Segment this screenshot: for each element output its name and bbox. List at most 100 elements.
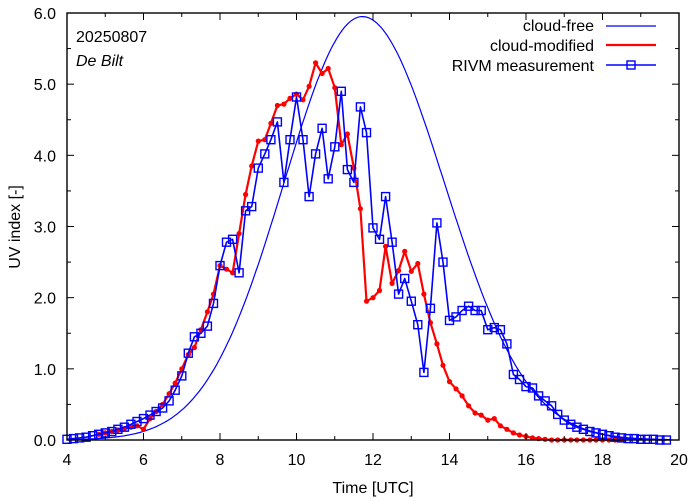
point-cloud-modified	[204, 309, 210, 315]
legend-marker-square	[626, 60, 636, 70]
point-rivm-measurement	[476, 305, 486, 316]
point-cloud-modified	[223, 266, 230, 272]
point-rivm-measurement	[74, 433, 85, 443]
point-rivm-measurement	[221, 237, 232, 247]
x-tick-label: 16	[517, 452, 535, 469]
date-annotation: 20250807	[76, 29, 147, 46]
y-tick-label: 4.0	[34, 148, 56, 165]
point-cloud-modified	[306, 83, 312, 89]
x-tick-label: 4	[63, 452, 72, 469]
point-rivm-measurement	[170, 385, 180, 395]
point-rivm-measurement	[323, 174, 333, 184]
point-cloud-modified	[140, 426, 147, 432]
point-rivm-measurement	[380, 191, 391, 202]
point-rivm-measurement	[553, 409, 563, 420]
point-cloud-modified	[370, 295, 376, 301]
y-tick-label: 1.0	[34, 362, 56, 379]
point-rivm-measurement	[234, 268, 244, 278]
point-cloud-modified	[191, 344, 197, 351]
point-cloud-modified	[440, 362, 446, 368]
point-rivm-measurement	[572, 422, 582, 432]
point-rivm-measurement	[291, 92, 302, 102]
y-tick-label: 3.0	[34, 220, 56, 237]
point-cloud-modified	[293, 91, 300, 97]
point-cloud-modified	[510, 430, 516, 436]
point-rivm-measurement	[451, 312, 461, 322]
point-rivm-measurement	[285, 134, 295, 145]
point-rivm-measurement	[636, 434, 646, 444]
legend: cloud-free cloud-modified RIVM measureme…	[452, 18, 656, 75]
point-cloud-modified	[542, 436, 548, 442]
point-cloud-modified	[415, 260, 421, 267]
point-rivm-measurement	[610, 432, 620, 442]
point-rivm-measurement	[374, 234, 385, 245]
y-axis-title: UV index [-]	[7, 185, 24, 269]
point-rivm-measurement	[616, 433, 627, 443]
point-rivm-measurement	[279, 177, 289, 188]
point-rivm-measurement	[304, 191, 314, 202]
point-rivm-measurement	[642, 434, 652, 444]
point-rivm-measurement	[260, 149, 270, 159]
x-tick-label: 14	[441, 452, 459, 469]
point-rivm-measurement	[540, 396, 550, 406]
point-rivm-measurement	[578, 424, 589, 434]
point-rivm-measurement	[514, 374, 525, 385]
point-cloud-modified	[529, 435, 536, 441]
point-rivm-measurement	[648, 434, 659, 444]
series-line-cloud-free	[67, 16, 672, 441]
point-rivm-measurement	[629, 433, 639, 444]
point-cloud-modified	[402, 248, 408, 254]
point-rivm-measurement	[495, 325, 506, 335]
point-rivm-measurement	[419, 367, 429, 378]
y-tick-label: 6.0	[34, 6, 56, 23]
point-cloud-modified	[319, 70, 325, 77]
point-cloud-modified	[434, 341, 440, 347]
point-cloud-modified	[383, 243, 389, 249]
y-tick-label: 0.0	[34, 433, 56, 450]
legend-label-rivm-measurement: RIVM measurement	[452, 58, 595, 75]
point-rivm-measurement	[253, 163, 264, 173]
point-rivm-measurement	[298, 134, 308, 145]
legend-label-cloud-modified: cloud-modified	[490, 38, 594, 55]
point-cloud-modified	[516, 432, 523, 438]
point-rivm-measurement	[406, 296, 416, 306]
point-cloud-modified	[446, 379, 453, 385]
point-rivm-measurement	[342, 164, 353, 175]
point-rivm-measurement	[93, 429, 104, 439]
series-layer	[62, 16, 672, 445]
point-rivm-measurement	[132, 416, 142, 427]
legend-entry-cloud-modified: cloud-modified	[490, 38, 656, 55]
point-cloud-modified	[357, 206, 363, 212]
y-tick-label: 5.0	[34, 77, 56, 94]
point-rivm-measurement	[355, 102, 366, 112]
x-tick-label: 6	[139, 452, 148, 469]
point-cloud-modified	[249, 163, 255, 169]
point-cloud-modified	[389, 280, 395, 286]
point-cloud-modified	[453, 386, 459, 392]
point-cloud-modified	[255, 138, 261, 144]
point-cloud-modified	[376, 287, 383, 294]
point-rivm-measurement	[349, 177, 359, 188]
x-tick-label: 12	[364, 452, 382, 469]
point-rivm-measurement	[183, 348, 194, 358]
point-cloud-modified	[421, 291, 427, 297]
point-rivm-measurement	[113, 424, 123, 434]
point-rivm-measurement	[361, 127, 372, 138]
point-rivm-measurement	[591, 428, 601, 438]
point-cloud-modified	[300, 97, 306, 103]
point-rivm-measurement	[368, 223, 378, 233]
point-cloud-modified	[504, 426, 510, 432]
point-rivm-measurement	[157, 403, 168, 413]
y-tick-label: 2.0	[34, 291, 56, 308]
point-rivm-measurement	[330, 142, 340, 152]
point-cloud-modified	[363, 298, 370, 304]
point-cloud-modified	[491, 416, 497, 422]
point-rivm-measurement	[508, 369, 519, 380]
x-tick-label: 18	[594, 452, 612, 469]
legend-entry-rivm-measurement: RIVM measurement	[452, 58, 656, 75]
point-cloud-modified	[172, 380, 178, 386]
point-cloud-modified	[268, 120, 274, 126]
point-cloud-modified	[466, 403, 472, 409]
point-rivm-measurement	[533, 391, 544, 401]
